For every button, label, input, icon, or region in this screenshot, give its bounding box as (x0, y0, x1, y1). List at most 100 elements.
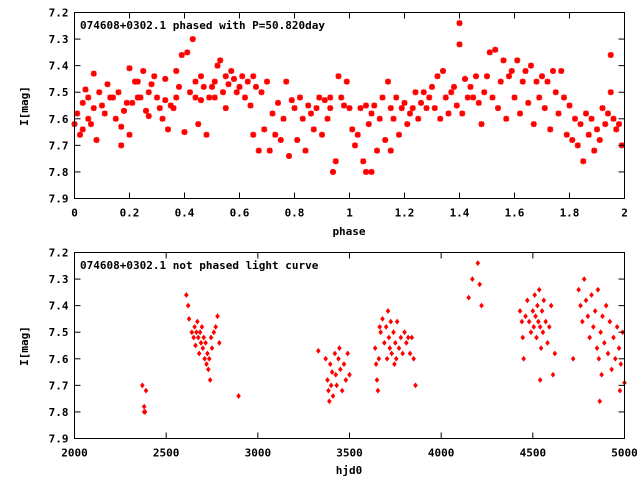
data-point (374, 377, 380, 383)
data-point (599, 371, 604, 378)
data-point (594, 345, 600, 352)
data-point (537, 377, 543, 383)
data-point (205, 350, 210, 357)
data-point (141, 409, 147, 415)
data-point (332, 350, 338, 357)
data-point (126, 65, 133, 72)
data-point (90, 70, 97, 77)
data-point (286, 152, 292, 159)
data-point (336, 355, 341, 362)
data-point (563, 131, 570, 138)
data-point (156, 105, 163, 112)
data-point (404, 339, 409, 346)
data-point (522, 67, 529, 74)
data-point (195, 318, 200, 325)
data-point (154, 94, 160, 101)
data-point (600, 313, 605, 320)
data-point (332, 158, 339, 165)
data-point (178, 52, 185, 59)
data-point (383, 324, 389, 330)
data-point (104, 81, 111, 88)
data-point (129, 99, 136, 106)
data-point (354, 131, 361, 138)
data-point (195, 334, 201, 341)
data-point (326, 387, 331, 394)
data-point (614, 324, 620, 330)
data-point (475, 260, 481, 267)
data-point (228, 67, 235, 74)
data-point (375, 387, 381, 394)
data-point (217, 339, 222, 346)
data-point (423, 105, 430, 112)
data-point (209, 345, 215, 352)
data-point (280, 115, 287, 122)
data-point (145, 89, 152, 96)
x-tick-label: 0.4 (175, 207, 195, 220)
data-point (211, 94, 218, 101)
data-point (187, 89, 193, 96)
data-point (250, 131, 257, 138)
data-point (464, 94, 471, 101)
data-point (253, 83, 259, 90)
data-point (333, 371, 339, 378)
data-point (217, 57, 224, 64)
data-point (213, 324, 218, 330)
data-point (418, 99, 424, 106)
data-point (207, 377, 213, 383)
data-point (121, 107, 127, 114)
data-point (196, 350, 202, 357)
y-tick-label: 7.5 (49, 326, 69, 339)
data-point (535, 302, 540, 309)
data-point (77, 131, 83, 138)
data-point (583, 297, 589, 304)
data-point (404, 121, 411, 128)
data-point (611, 334, 616, 341)
y-tick-label: 7.4 (49, 300, 69, 313)
data-point (137, 94, 144, 101)
data-point (305, 102, 312, 109)
data-point (337, 345, 342, 352)
data-point (200, 83, 207, 90)
data-point (327, 361, 333, 367)
data-point (470, 94, 477, 101)
data-point (616, 345, 622, 352)
data-point (533, 313, 538, 320)
data-point (479, 302, 484, 309)
data-point (352, 142, 358, 149)
data-point (466, 294, 471, 301)
data-point (451, 83, 457, 90)
data-point (294, 137, 301, 144)
data-point (470, 276, 475, 282)
data-point (189, 329, 195, 336)
data-point (456, 41, 463, 48)
data-point (319, 131, 325, 138)
data-point (495, 105, 501, 112)
data-point (526, 318, 532, 325)
data-point (610, 115, 617, 122)
phased-x-axis-label: phase (332, 225, 365, 238)
data-point (434, 73, 441, 80)
data-point (176, 83, 182, 90)
data-point (569, 137, 576, 144)
data-point (592, 308, 598, 314)
data-point (85, 115, 92, 122)
data-point (589, 292, 594, 298)
data-point (99, 102, 105, 109)
data-point (339, 387, 345, 394)
y-tick-label: 7.8 (49, 166, 69, 179)
data-point (547, 126, 554, 133)
phased-light-curve-plot: 0 0.2 0.4 0.6 0.8 1 1.2 1.4 1.6 1.8 2 7.2 7.3 7.4 7.5… (18, 7, 628, 239)
phased-plot-title: 074608+0302.1 phased with P=50.820day (80, 19, 325, 32)
data-point (283, 78, 290, 85)
data-point (203, 339, 208, 346)
data-point (74, 110, 81, 117)
data-point (93, 137, 100, 144)
data-point (393, 355, 399, 362)
data-point (272, 131, 279, 138)
data-point (532, 292, 537, 298)
data-point (192, 324, 197, 330)
data-point (607, 52, 614, 59)
data-point (200, 345, 206, 352)
data-point (576, 286, 581, 293)
